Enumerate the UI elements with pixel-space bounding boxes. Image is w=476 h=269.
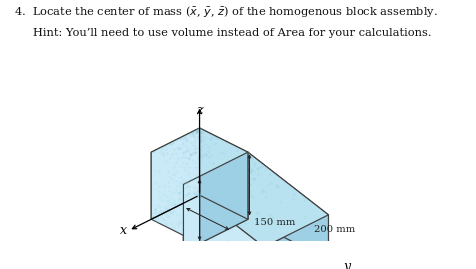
Text: z: z [196,104,202,118]
Text: x: x [119,224,127,237]
Polygon shape [183,184,263,269]
Text: Hint: You’ll need to use volume instead of Area for your calculations.: Hint: You’ll need to use volume instead … [33,28,431,38]
Polygon shape [263,215,328,269]
Text: 150 mm: 150 mm [203,206,244,214]
Polygon shape [199,152,248,243]
Text: 150 mm: 150 mm [187,203,228,212]
Polygon shape [183,152,248,252]
Text: 4.  Locate the center of mass ($\bar{x}$, $\bar{y}$, $\bar{z}$) of the homogenou: 4. Locate the center of mass ($\bar{x}$,… [14,4,437,19]
Text: 150 mm: 150 mm [253,218,295,226]
Polygon shape [248,152,328,260]
Text: 250 mm: 250 mm [199,180,240,189]
Text: y: y [342,260,349,269]
Polygon shape [199,128,248,219]
Polygon shape [151,128,199,219]
Polygon shape [183,176,199,252]
Polygon shape [151,128,248,176]
Polygon shape [151,152,199,243]
Polygon shape [183,152,328,247]
Text: 100 mm: 100 mm [204,182,246,191]
Text: 200 mm: 200 mm [314,225,355,234]
